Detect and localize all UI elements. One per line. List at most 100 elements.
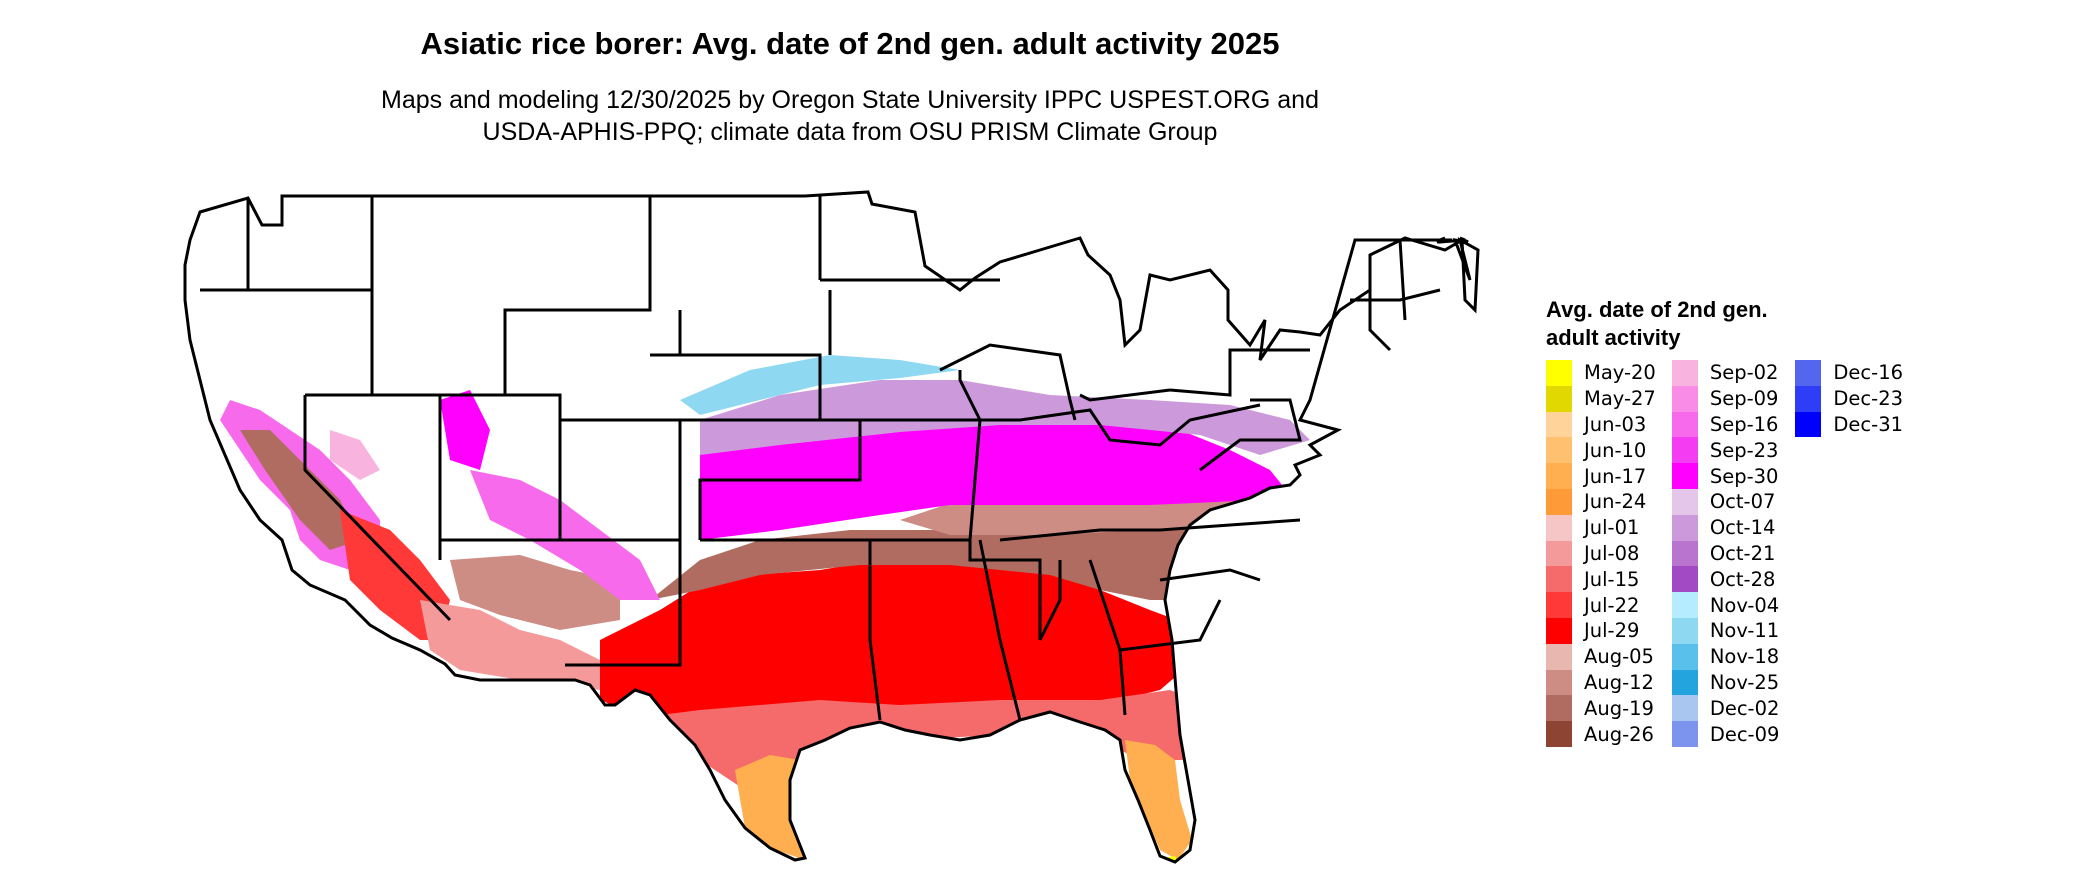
legend-label: Oct-28	[1709, 567, 1776, 591]
legend-item: Nov-04	[1671, 592, 1780, 618]
legend-label: Oct-21	[1709, 541, 1776, 565]
state-borders	[183, 190, 1480, 864]
legend-item: Oct-28	[1671, 566, 1780, 593]
legend-label: May-27	[1584, 387, 1656, 411]
legend-swatch	[1671, 360, 1698, 386]
legend-label: Nov-25	[1709, 670, 1780, 694]
legend-swatch	[1546, 540, 1572, 567]
legend-title: Avg. date of 2nd gen. adult activity	[1546, 297, 1768, 350]
legend-swatch	[1795, 360, 1822, 386]
legend-swatch	[1546, 514, 1572, 541]
legend-swatch	[1546, 643, 1572, 670]
legend-label: Nov-18	[1709, 645, 1780, 669]
legend-swatch	[1546, 437, 1572, 464]
legend-label: Sep-30	[1709, 464, 1779, 488]
legend-item: Sep-16	[1671, 411, 1780, 438]
legend-item: Jul-08	[1546, 540, 1656, 567]
legend-swatch	[1671, 643, 1698, 670]
legend-swatch	[1546, 695, 1572, 722]
legend-label: Dec-23	[1833, 387, 1904, 411]
legend-label: Dec-02	[1709, 696, 1780, 720]
legend-swatch	[1546, 669, 1572, 696]
legend-label: Jun-03	[1584, 412, 1647, 436]
legend-swatch	[1671, 514, 1698, 541]
legend-swatch	[1671, 695, 1698, 722]
legend-label: Jul-01	[1584, 516, 1640, 540]
legend-swatch	[1546, 385, 1572, 412]
legend-label: Oct-14	[1709, 516, 1776, 540]
us-map	[183, 190, 1480, 864]
legend-label: Aug-26	[1584, 722, 1654, 746]
legend-item: Sep-30	[1671, 463, 1780, 489]
legend-swatch	[1671, 721, 1698, 747]
legend-swatch	[1546, 566, 1572, 593]
legend-item: Oct-14	[1671, 514, 1780, 541]
legend-item: Jul-29	[1546, 617, 1656, 644]
legend-swatch	[1546, 360, 1572, 386]
legend-swatch	[1671, 463, 1698, 489]
legend-swatch	[1671, 592, 1698, 618]
map-title: Asiatic rice borer: Avg. date of 2nd gen…	[420, 26, 1280, 61]
legend-label: Jul-15	[1584, 567, 1640, 591]
legend-swatch	[1546, 463, 1572, 489]
legend-label: Aug-19	[1584, 696, 1654, 720]
legend-item: Dec-23	[1795, 385, 1904, 412]
legend-item: May-27	[1546, 385, 1656, 412]
legend-item: May-20	[1546, 360, 1656, 386]
legend-swatch	[1671, 411, 1698, 438]
legend-swatch	[1546, 721, 1572, 747]
legend-swatch	[1671, 385, 1698, 412]
legend: Avg. date of 2nd gen. adult activity May…	[1546, 296, 1903, 747]
legend-swatch	[1671, 669, 1698, 696]
legend-swatch	[1671, 566, 1698, 593]
legend-item: Nov-18	[1671, 643, 1780, 670]
legend-item: Jun-17	[1546, 463, 1656, 489]
legend-item: Oct-07	[1671, 488, 1780, 515]
legend-columns: May-20 May-27 Jun-03 Jun-10 Jun-17 Jun-24 Jul-…	[1546, 360, 1903, 747]
legend-swatch	[1671, 617, 1698, 644]
subtitle-line-2: USDA-APHIS-PPQ; climate data from OSU PR…	[482, 118, 1218, 146]
legend-item: Dec-02	[1671, 695, 1780, 722]
legend-swatch	[1671, 540, 1698, 567]
legend-label: Nov-04	[1709, 593, 1780, 617]
subtitle-line-1: Maps and modeling 12/30/2025 by Oregon S…	[381, 86, 1319, 114]
legend-label: Sep-23	[1709, 438, 1779, 462]
legend-label: Jul-22	[1584, 593, 1640, 617]
legend-label: Jul-08	[1584, 541, 1640, 565]
legend-item: Sep-23	[1671, 437, 1780, 464]
legend-column: May-20 May-27 Jun-03 Jun-10 Jun-17 Jun-24 Jul-…	[1546, 360, 1656, 747]
map-subtitle: Maps and modeling 12/30/2025 by Oregon S…	[0, 84, 1700, 148]
legend-item: Oct-21	[1671, 540, 1780, 567]
legend-item: Jun-24	[1546, 488, 1656, 515]
legend-item: Jul-01	[1546, 514, 1656, 541]
legend-item: Dec-16	[1795, 360, 1903, 386]
legend-item: Aug-05	[1546, 643, 1656, 670]
legend-label: Sep-02	[1709, 361, 1779, 385]
legend-item: Sep-02	[1671, 360, 1780, 386]
legend-item: Nov-25	[1671, 669, 1780, 696]
legend-item: Dec-31	[1795, 411, 1904, 438]
legend-swatch	[1795, 411, 1822, 438]
legend-column: Sep-02 Sep-09 Sep-16 Sep-23 Sep-30 Oct-07 Oct-…	[1671, 360, 1780, 747]
legend-item: Aug-12	[1546, 669, 1656, 696]
legend-label: Jun-24	[1584, 490, 1647, 514]
legend-item: Jun-10	[1546, 437, 1656, 464]
legend-label: Nov-11	[1709, 619, 1780, 643]
legend-swatch	[1671, 488, 1698, 515]
legend-label: Aug-12	[1584, 670, 1654, 694]
legend-label: Sep-09	[1709, 387, 1779, 411]
legend-swatch	[1546, 617, 1572, 644]
legend-swatch	[1546, 592, 1572, 618]
legend-swatch	[1795, 385, 1822, 412]
legend-label: Oct-07	[1709, 490, 1776, 514]
legend-label: Sep-16	[1709, 412, 1779, 436]
legend-label: Dec-16	[1833, 361, 1904, 385]
legend-item: Jun-03	[1546, 411, 1656, 438]
legend-item: Aug-19	[1546, 695, 1656, 722]
legend-label: Dec-31	[1833, 412, 1904, 436]
legend-item: Jul-15	[1546, 566, 1656, 593]
legend-swatch	[1546, 488, 1572, 515]
legend-item: Jul-22	[1546, 592, 1656, 618]
legend-item: Nov-11	[1671, 617, 1780, 644]
legend-column: Dec-16 Dec-23 Dec-31	[1795, 360, 1903, 747]
